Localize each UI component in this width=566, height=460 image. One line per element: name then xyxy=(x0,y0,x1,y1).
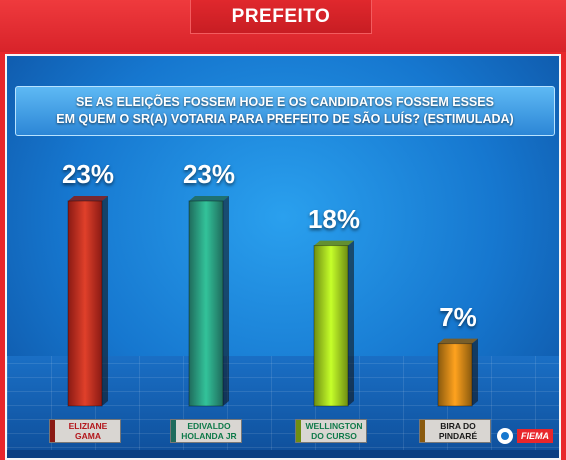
question-line-1: SE AS ELEIÇÕES FOSSEM HOJE E OS CANDIDAT… xyxy=(76,95,494,109)
category-label-line: WELLINGTON xyxy=(305,421,363,431)
section-title: PREFEITO xyxy=(231,5,331,27)
bar-cap xyxy=(189,196,229,201)
bar-chart xyxy=(67,196,478,407)
bar xyxy=(67,200,103,407)
category-label: BIRA DO PINDARÉ xyxy=(419,419,491,443)
bar-cap xyxy=(438,338,478,344)
bar-cap xyxy=(68,196,108,201)
bar-side xyxy=(472,338,478,406)
bar-side xyxy=(102,196,108,406)
fiema-logo: FIEMA xyxy=(517,429,553,443)
section-title-tab: PREFEITO xyxy=(190,0,372,34)
question-box: SE AS ELEIÇÕES FOSSEM HOJE E OS CANDIDAT… xyxy=(15,86,555,136)
category-label-line: EDIVALDO xyxy=(187,421,231,431)
category-label: EDIVALDO HOLANDA JR xyxy=(170,419,242,443)
category-label-line: PINDARÉ xyxy=(438,431,478,441)
category-label-line: ELIZIANE xyxy=(68,421,108,431)
bottom-strip xyxy=(7,450,559,458)
bar xyxy=(437,343,473,407)
logos: FIEMA xyxy=(497,428,553,444)
tv-logo-icon xyxy=(497,428,513,444)
category-label-line: DO CURSO xyxy=(311,431,357,441)
bar xyxy=(188,200,224,407)
bar-side xyxy=(348,240,354,406)
chart-panel: SE AS ELEIÇÕES FOSSEM HOJE E OS CANDIDAT… xyxy=(5,54,561,460)
bar-value-label: 23% xyxy=(61,159,115,189)
category-label-line: HOLANDA JR xyxy=(181,431,237,441)
bar-value-label: 23% xyxy=(182,159,236,189)
category-label-line: BIRA DO xyxy=(440,421,476,431)
bar-side xyxy=(223,196,229,406)
category-color-chip xyxy=(296,420,301,442)
bar xyxy=(313,245,349,407)
question-line-2: EM QUEM O SR(A) VOTARIA PARA PREFEITO DE… xyxy=(56,112,514,126)
bar-value-label: 7% xyxy=(439,301,477,332)
category-color-chip xyxy=(420,420,425,442)
bar-value-label: 18% xyxy=(307,203,361,234)
category-label-line: GAMA xyxy=(75,431,101,441)
category-label: ELIZIANE GAMA xyxy=(49,419,121,443)
category-color-chip xyxy=(171,420,176,442)
category-label: WELLINGTON DO CURSO xyxy=(295,419,367,443)
bar-cap xyxy=(314,240,354,246)
category-color-chip xyxy=(50,420,55,442)
